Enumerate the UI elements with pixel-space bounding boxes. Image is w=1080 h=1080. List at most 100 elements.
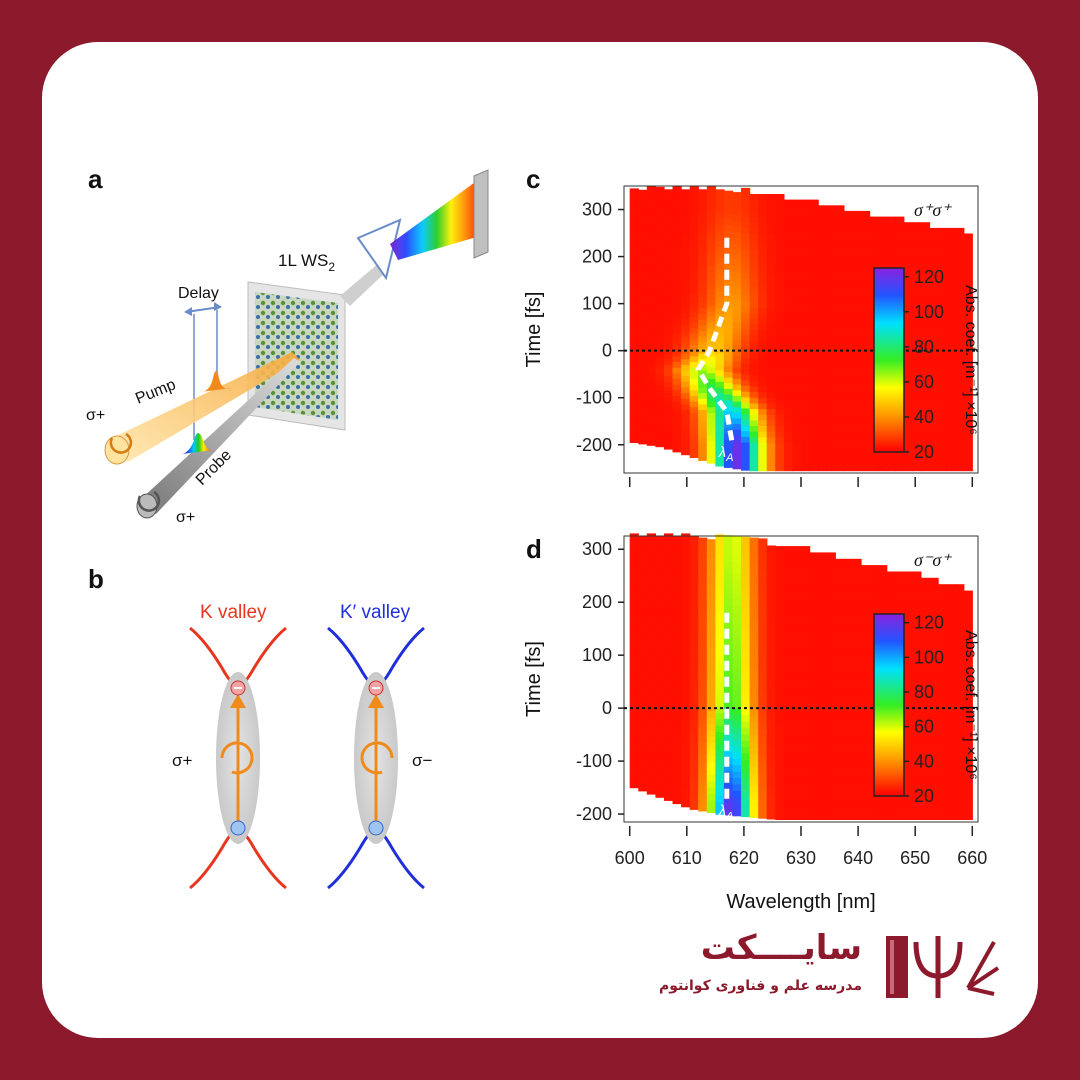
heatmap-cell xyxy=(783,787,794,795)
heatmap-cell xyxy=(826,465,836,472)
heatmap-cell xyxy=(629,679,639,687)
heatmap-cell xyxy=(963,736,973,744)
heatmap-cell xyxy=(792,724,802,731)
heatmap-cell xyxy=(672,797,682,805)
heatmap-cell xyxy=(706,551,716,559)
heatmap-cell xyxy=(646,225,656,232)
heatmap-cell xyxy=(646,743,656,751)
heatmap-cell xyxy=(672,657,682,665)
heatmap-cell xyxy=(664,290,674,298)
heatmap-cell xyxy=(732,720,742,728)
heatmap-cell xyxy=(741,289,751,296)
heatmap-cell xyxy=(963,628,973,636)
heatmap-cell xyxy=(801,730,811,738)
heatmap-cell xyxy=(723,605,734,613)
heatmap-cell xyxy=(963,813,973,820)
heatmap-cell xyxy=(912,654,922,662)
heatmap-cell xyxy=(955,402,965,410)
heatmap-cell xyxy=(818,453,828,460)
heatmap-cell xyxy=(715,578,725,586)
heatmap-cell xyxy=(801,199,811,206)
heatmap-cell xyxy=(920,590,931,598)
heatmap-cell xyxy=(689,265,699,272)
heatmap-cell xyxy=(809,459,819,466)
heatmap-cell xyxy=(706,214,716,221)
heatmap-cell xyxy=(775,312,785,319)
heatmap-cell xyxy=(749,785,759,793)
heatmap-cell xyxy=(955,318,965,325)
heatmap-cell xyxy=(861,256,871,263)
heatmap-cell xyxy=(801,787,811,795)
heatmap-cell xyxy=(835,609,845,617)
heatmap-cell xyxy=(920,616,931,623)
heatmap-cell xyxy=(775,603,785,611)
heatmap-cell xyxy=(646,417,656,424)
heatmap-cell xyxy=(766,312,776,319)
heatmap-cell xyxy=(766,564,776,572)
heatmap-cell xyxy=(946,267,956,274)
heatmap-cell xyxy=(835,762,845,770)
heatmap-cell xyxy=(809,414,819,421)
heatmap-cell xyxy=(766,780,776,788)
heatmap-cell xyxy=(741,676,751,684)
heatmap-cell xyxy=(903,267,913,274)
heatmap-cell xyxy=(809,216,819,223)
heatmap-cell xyxy=(792,768,802,776)
heatmap-cell xyxy=(792,442,802,449)
heatmap-cell xyxy=(766,233,776,240)
heatmap-cell xyxy=(638,727,648,735)
heatmap-cell xyxy=(758,329,768,336)
heatmap-cell xyxy=(869,227,879,235)
heatmap-cell xyxy=(766,679,776,686)
heatmap-cell xyxy=(963,273,973,280)
heatmap-cell xyxy=(664,262,674,269)
heatmap-cell xyxy=(920,711,931,719)
heatmap-cell xyxy=(749,261,759,268)
heatmap-cell xyxy=(946,402,956,410)
heatmap-cell xyxy=(920,736,931,744)
heatmap-cell xyxy=(843,692,853,700)
heatmap-cell xyxy=(672,355,682,362)
heatmap-cell xyxy=(766,194,776,201)
heatmap-cell xyxy=(809,679,819,687)
heatmap-cell xyxy=(852,774,862,782)
heatmap-cell xyxy=(955,654,965,662)
heatmap-cell xyxy=(792,453,802,460)
heatmap-cell xyxy=(852,558,862,566)
heatmap-cell xyxy=(706,209,716,216)
heatmap-cell xyxy=(749,448,759,455)
heatmap-cell xyxy=(946,369,956,376)
heatmap-cell xyxy=(826,813,836,820)
heatmap-cell xyxy=(689,593,699,601)
heatmap-cell xyxy=(638,676,648,684)
heatmap-cell xyxy=(758,346,768,353)
heatmap-cell xyxy=(664,590,674,598)
heatmap-cell xyxy=(938,442,948,449)
heatmap-cell xyxy=(835,425,845,432)
heatmap-cell xyxy=(920,250,931,257)
pump-beam xyxy=(108,352,300,462)
heatmap-cell xyxy=(715,610,725,618)
heatmap-cell xyxy=(920,641,931,649)
heatmap-cell xyxy=(818,442,828,449)
heatmap-cell xyxy=(715,392,725,399)
heatmap-cell xyxy=(929,749,939,757)
heatmap-cell xyxy=(818,755,828,763)
heatmap-cell xyxy=(912,577,922,585)
heatmap-cell xyxy=(843,301,853,308)
heatmap-cell xyxy=(766,628,776,636)
heatmap-cell xyxy=(903,666,913,674)
heatmap-cell xyxy=(664,762,674,770)
heatmap-cell xyxy=(929,306,939,314)
heatmap-cell xyxy=(681,673,691,681)
heatmap-cell xyxy=(792,558,802,566)
heatmap-cell xyxy=(646,590,656,598)
heatmap-cell xyxy=(732,783,742,791)
heatmap-cell xyxy=(843,465,853,472)
heatmap-cell xyxy=(706,596,716,604)
heatmap-cell xyxy=(638,376,648,383)
heatmap-cell xyxy=(646,258,656,266)
heatmap-cell xyxy=(749,391,759,398)
heatmap-cell xyxy=(938,323,948,331)
heatmap-cell xyxy=(920,233,931,240)
